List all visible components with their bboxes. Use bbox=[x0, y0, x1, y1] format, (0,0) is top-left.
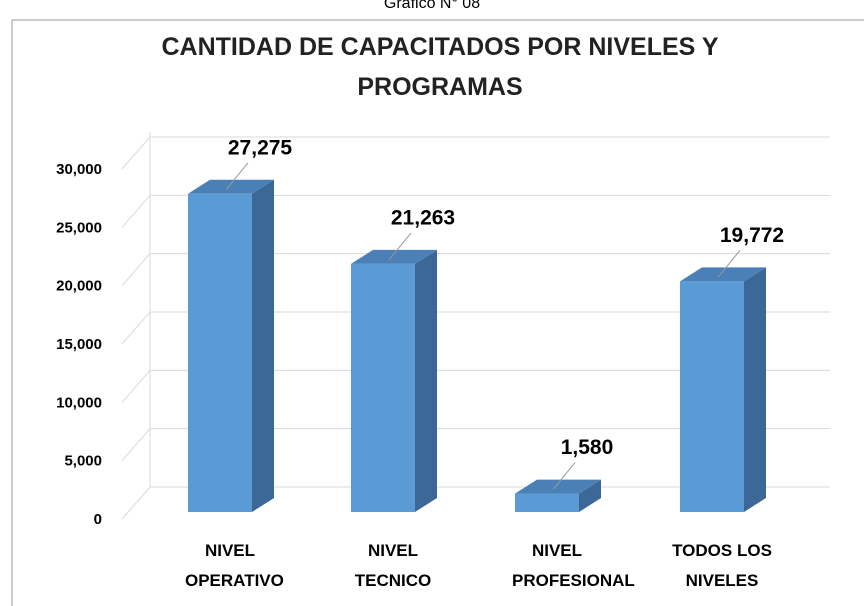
bar bbox=[515, 493, 579, 512]
y-tick-label: 5,000 bbox=[64, 453, 102, 470]
leader-line bbox=[552, 462, 576, 490]
y-tick-label: 15,000 bbox=[56, 336, 102, 353]
data-label: 27,275 bbox=[228, 136, 293, 159]
y-tick-label: 20,000 bbox=[56, 278, 102, 295]
bar-top bbox=[188, 179, 274, 194]
data-label: 21,263 bbox=[391, 206, 455, 229]
bar bbox=[188, 193, 252, 512]
y-tick-label: 30,000 bbox=[56, 161, 102, 178]
caption: Gráfico N° 08 bbox=[384, 0, 480, 12]
y-tick-label: 25,000 bbox=[56, 219, 102, 236]
bar-side bbox=[252, 179, 274, 512]
data-label: 19,772 bbox=[720, 224, 784, 247]
y-tick-label: 10,000 bbox=[56, 394, 102, 411]
bar bbox=[680, 281, 744, 512]
chart-frame bbox=[11, 19, 864, 606]
bar-top bbox=[515, 479, 601, 494]
x-tick-label: NIVEL PROFESIONAL bbox=[512, 541, 635, 590]
x-tick-label: NIVEL TECNICO bbox=[354, 541, 432, 590]
bar-side bbox=[579, 479, 601, 512]
leader-line bbox=[717, 250, 741, 278]
x-tick-label: NIVEL OPERATIVO bbox=[185, 541, 284, 590]
bar-top bbox=[680, 267, 766, 282]
bar-side bbox=[744, 267, 766, 512]
x-tick-label: TODOS LOS NIVELES bbox=[672, 541, 772, 590]
bar-top bbox=[351, 249, 437, 264]
data-label: 1,580 bbox=[561, 436, 614, 459]
bar bbox=[351, 263, 415, 512]
leader-line bbox=[225, 162, 249, 191]
y-tick-label: 0 bbox=[94, 511, 102, 528]
bar-side bbox=[415, 249, 437, 512]
chart-title: CANTIDAD DE CAPACITADOS POR NIVELES Y PRO… bbox=[162, 33, 719, 101]
leader-line bbox=[388, 232, 412, 261]
